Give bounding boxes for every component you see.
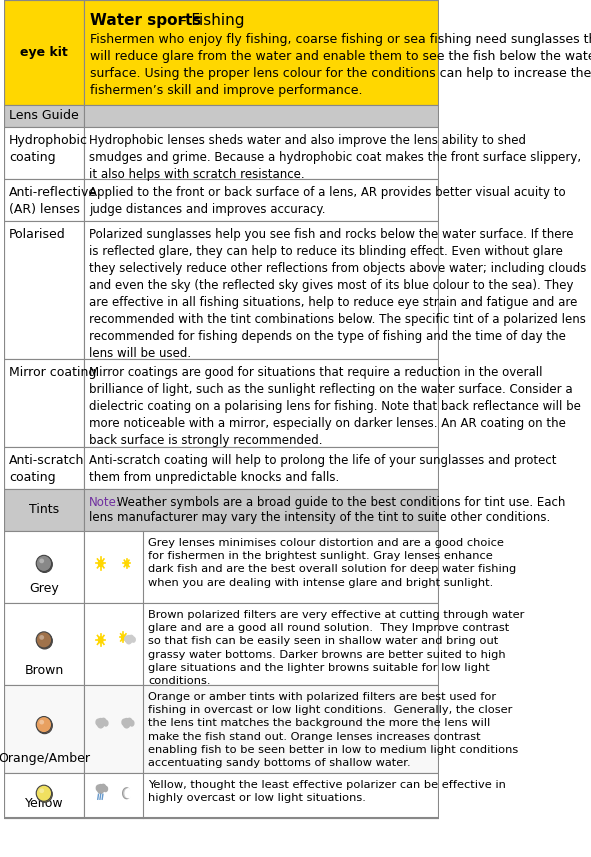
Text: Orange/Amber: Orange/Amber	[0, 752, 90, 765]
Bar	[84, 221, 439, 359]
Ellipse shape	[39, 788, 44, 793]
Circle shape	[129, 635, 134, 642]
Text: lens manufacturer may vary the intensity of the tint to suite other conditions.: lens manufacturer may vary the intensity…	[89, 512, 551, 524]
Text: Hydrophobic
coating: Hydrophobic coating	[9, 134, 88, 164]
Circle shape	[122, 635, 125, 640]
Ellipse shape	[39, 635, 44, 640]
Circle shape	[125, 636, 129, 642]
Text: Yellow: Yellow	[25, 797, 63, 810]
Text: eye kit: eye kit	[20, 46, 68, 59]
Text: Anti-scratch
coating: Anti-scratch coating	[9, 454, 84, 484]
Text: Tints: Tints	[29, 504, 59, 517]
Text: Anti-scratch coating will help to prolong the life of your sunglasses and protec: Anti-scratch coating will help to prolon…	[89, 454, 557, 484]
Circle shape	[125, 788, 132, 798]
Text: Mirror coating: Mirror coating	[9, 366, 96, 379]
Bar	[4, 221, 84, 359]
Bar	[84, 447, 439, 489]
Bar	[4, 603, 84, 685]
Text: Brown: Brown	[24, 664, 64, 677]
Text: Applied to the front or back surface of a lens, AR provides better visual acuity: Applied to the front or back surface of …	[89, 186, 566, 216]
Circle shape	[101, 784, 106, 791]
Bar	[84, 773, 439, 818]
Bar	[84, 105, 439, 127]
Bar	[4, 0, 84, 105]
Bar	[4, 127, 84, 179]
Bar	[4, 489, 84, 531]
Text: Hydrophobic lenses sheds water and also improve the lens ability to shed
smudges: Hydrophobic lenses sheds water and also …	[89, 134, 582, 181]
Bar	[4, 531, 84, 603]
Ellipse shape	[36, 785, 51, 801]
Ellipse shape	[36, 632, 51, 648]
Bar	[84, 489, 439, 531]
Circle shape	[98, 718, 104, 728]
Bar	[84, 685, 439, 773]
Circle shape	[98, 784, 104, 794]
Ellipse shape	[39, 720, 44, 724]
Bar	[84, 0, 439, 105]
Bar	[84, 127, 439, 179]
Circle shape	[123, 718, 130, 728]
Bar	[4, 773, 84, 818]
Text: Mirror coatings are good for situations that require a reduction in the overall
: Mirror coatings are good for situations …	[89, 366, 581, 447]
Bar	[4, 685, 84, 773]
Text: Fishermen who enjoy fly fishing, coarse fishing or sea fishing need sunglasses t: Fishermen who enjoy fly fishing, coarse …	[90, 33, 591, 97]
Bar	[84, 179, 439, 221]
Text: Note:: Note:	[89, 496, 121, 509]
Text: Weather symbols are a broad guide to the best conditions for tint use. Each: Weather symbols are a broad guide to the…	[113, 496, 566, 509]
Bar	[84, 603, 439, 685]
Text: Yellow, thought the least effective polarizer can be effective in
highly overcas: Yellow, thought the least effective pola…	[148, 780, 506, 803]
Text: Water sports: Water sports	[90, 13, 202, 28]
Bar	[4, 359, 84, 447]
Circle shape	[122, 719, 126, 725]
Circle shape	[130, 721, 134, 726]
Text: Grey lenses minimises colour distortion and are a good choice
for fishermen in t: Grey lenses minimises colour distortion …	[148, 538, 517, 588]
Wedge shape	[122, 788, 130, 799]
Bar	[4, 105, 84, 127]
Ellipse shape	[37, 786, 53, 802]
Ellipse shape	[37, 717, 53, 734]
Ellipse shape	[39, 559, 44, 563]
Text: Polarized sunglasses help you see fish and rocks below the water surface. If the: Polarized sunglasses help you see fish a…	[89, 228, 587, 360]
Circle shape	[96, 719, 100, 725]
Circle shape	[125, 561, 128, 566]
Ellipse shape	[37, 556, 53, 572]
Text: Brown polarized filters are very effective at cutting through water
glare and ar: Brown polarized filters are very effecti…	[148, 610, 525, 686]
Text: – Fishing: – Fishing	[174, 13, 245, 28]
Bar	[84, 359, 439, 447]
Circle shape	[103, 786, 108, 792]
Text: Polarised: Polarised	[9, 228, 66, 241]
Ellipse shape	[36, 716, 51, 733]
Circle shape	[101, 718, 106, 725]
Text: Grey: Grey	[29, 582, 59, 595]
Text: Orange or amber tints with polarized filters are best used for
fishing in overca: Orange or amber tints with polarized fil…	[148, 692, 518, 768]
Bar	[4, 179, 84, 221]
Bar	[84, 531, 439, 603]
Circle shape	[126, 636, 132, 644]
Text: Lens Guide: Lens Guide	[9, 110, 79, 123]
Ellipse shape	[37, 632, 53, 649]
Circle shape	[132, 638, 135, 642]
Ellipse shape	[36, 555, 51, 572]
Bar	[4, 447, 84, 489]
Circle shape	[96, 785, 100, 791]
Circle shape	[99, 560, 103, 566]
Circle shape	[104, 721, 108, 726]
Circle shape	[99, 637, 103, 643]
Circle shape	[127, 718, 132, 725]
Text: Anti-reflective
(AR) lenses: Anti-reflective (AR) lenses	[9, 186, 97, 216]
